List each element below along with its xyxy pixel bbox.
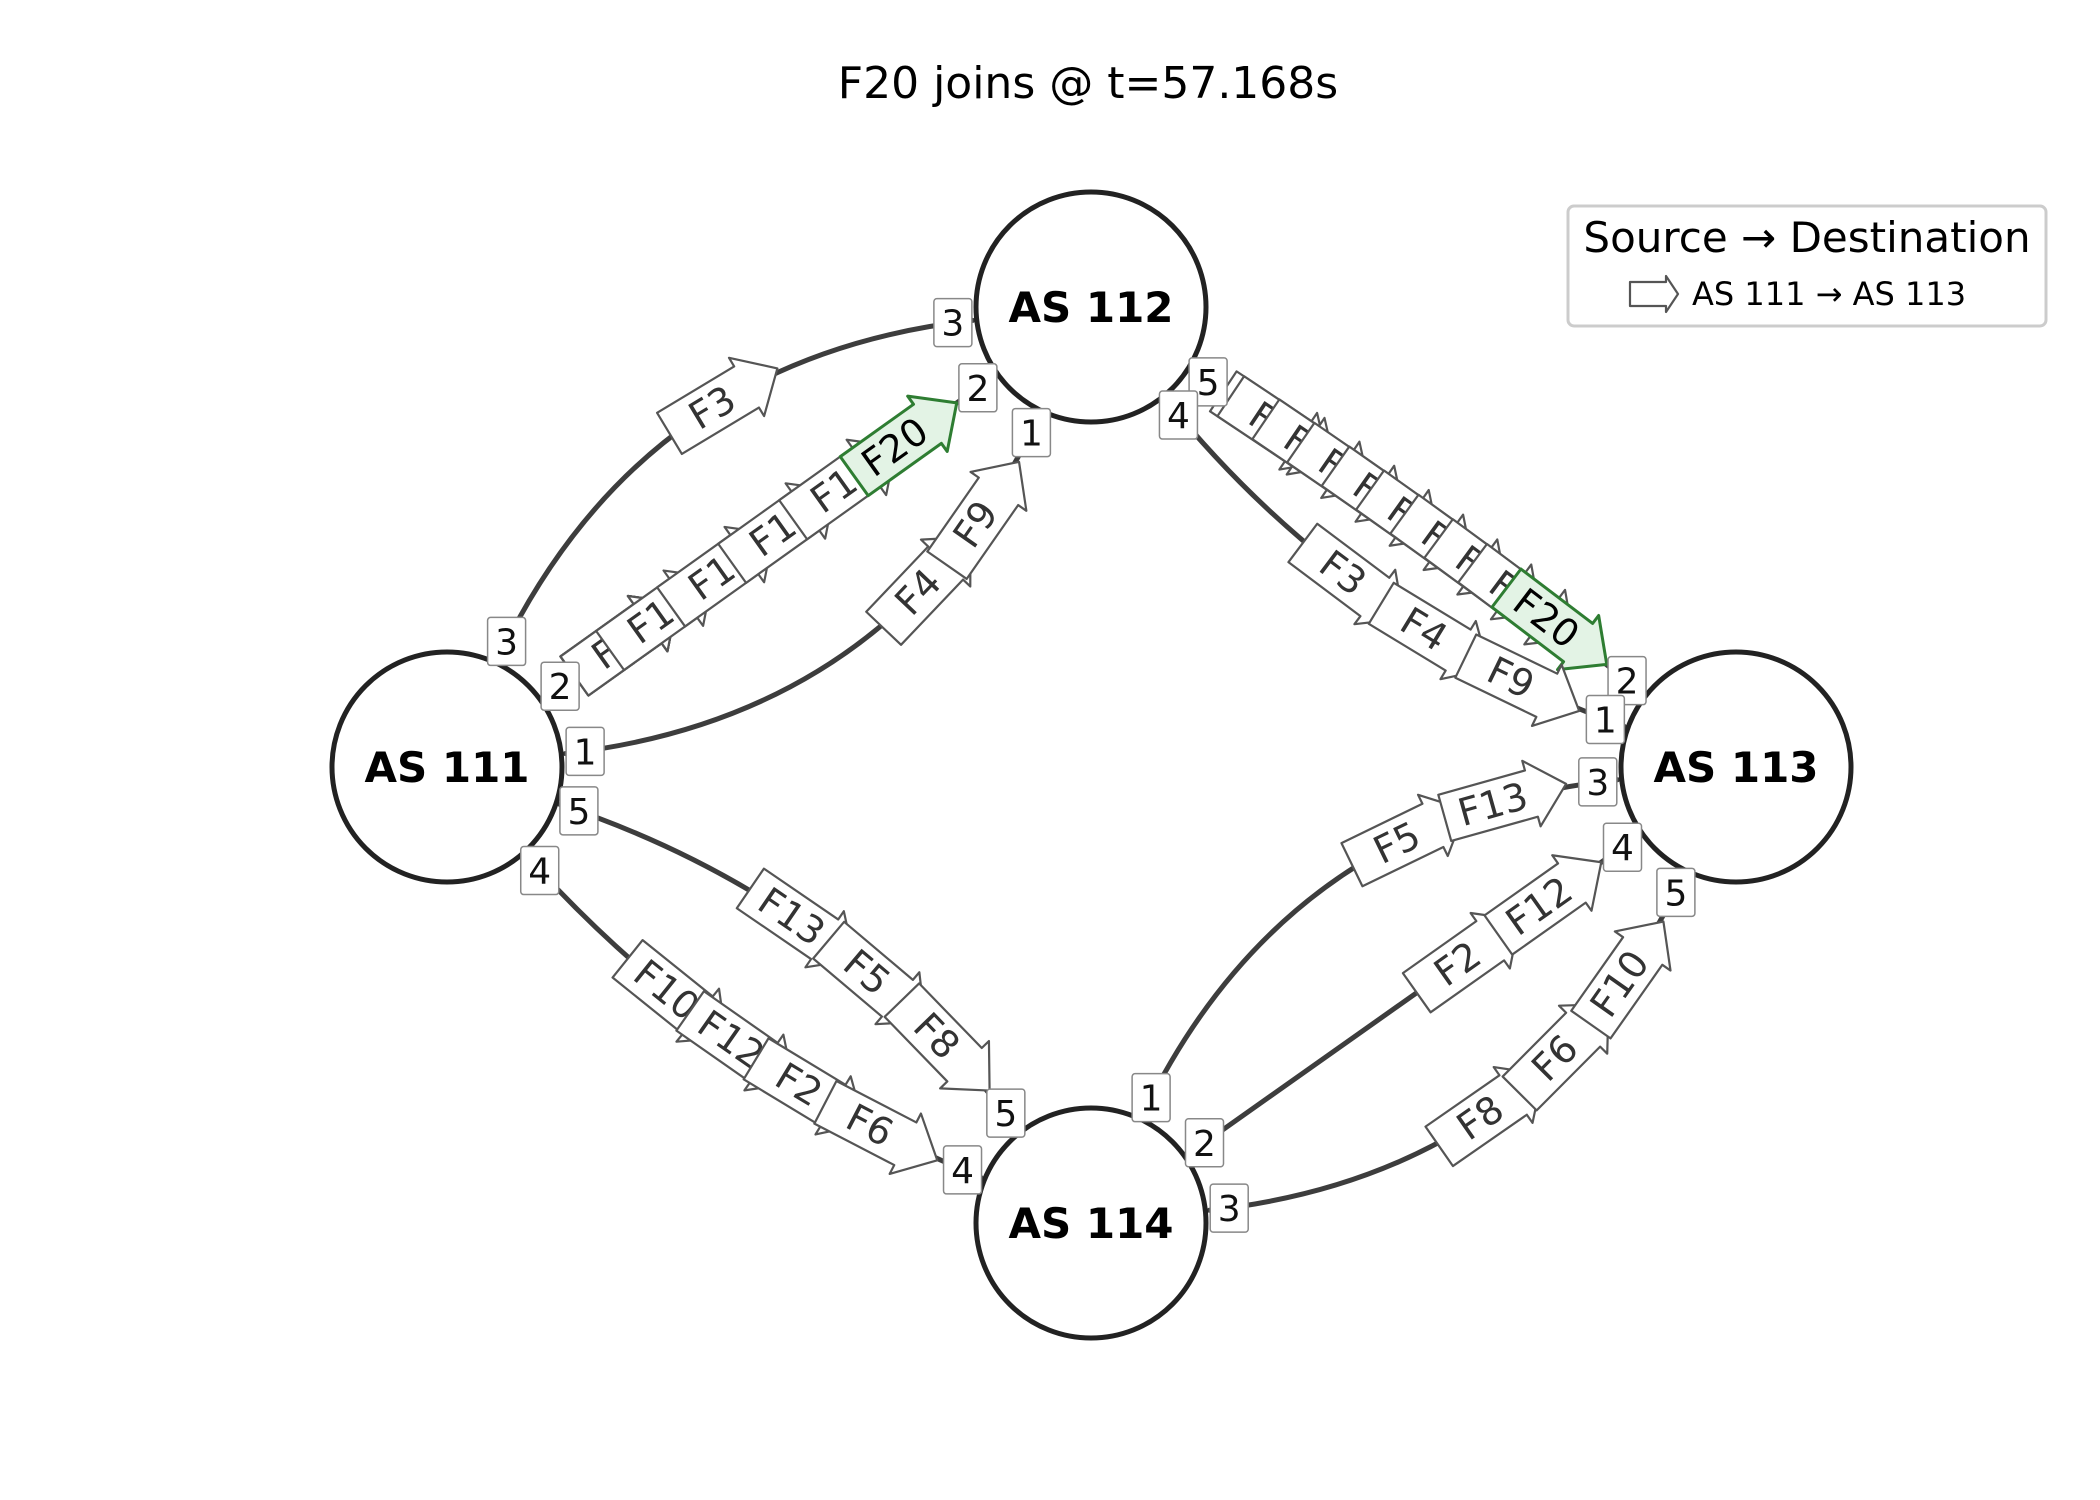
port-label: 4 (1611, 828, 1634, 869)
port-box (1607, 655, 1647, 706)
port-label: 2 (1193, 1124, 1216, 1165)
port-badge-n114-8: 2 (1184, 1118, 1225, 1168)
port-badge-n111-5: 5 (559, 786, 599, 836)
port-label: 1 (574, 732, 597, 773)
flow-shape (926, 460, 1028, 581)
flow-arrow-f13: F13 (1437, 759, 1568, 843)
port-box (942, 1145, 983, 1195)
node-label: AS 111 (364, 743, 529, 792)
flow-arrow-f12: F12 (1483, 854, 1603, 956)
port-box (933, 297, 973, 348)
port-label: 1 (1594, 701, 1617, 742)
port-badge-n114-7: 1 (1131, 1072, 1171, 1123)
port-box (986, 1088, 1026, 1138)
node-circle (329, 649, 565, 885)
port-label: 1 (1020, 414, 1043, 455)
port-box (565, 726, 605, 777)
port-box (1158, 390, 1199, 440)
node-as-111: AS 111 (329, 649, 565, 885)
port-box (1656, 867, 1696, 918)
port-box (1585, 694, 1626, 745)
flow-shape (1483, 854, 1603, 956)
port-label: 4 (1167, 396, 1190, 437)
port-badge-n112-1: 2 (958, 363, 998, 413)
port-badge-n112-2: 1 (1011, 407, 1052, 458)
port-label: 2 (549, 667, 572, 708)
legend-entry: AS 111 → AS 113 (1692, 275, 1966, 313)
port-badge-n114-9: 3 (1209, 1183, 1249, 1233)
port-label: 3 (1586, 763, 1609, 804)
port-box (1184, 1118, 1225, 1168)
port-badge-n112-4: 4 (1158, 390, 1199, 440)
diagram-title: F20 joins @ t=57.168s (838, 58, 1338, 109)
port-badge-n112-3: 5 (1188, 357, 1228, 407)
port-box (540, 661, 580, 711)
port-badge-n111-6: 4 (519, 845, 560, 896)
port-box (1188, 357, 1228, 407)
node-label: AS 113 (1653, 743, 1818, 792)
port-badge-n113-4: 1 (1585, 694, 1626, 745)
flow-shape (1490, 567, 1609, 672)
port-box (486, 616, 527, 667)
node-as-113: AS 113 (1618, 649, 1854, 885)
port-badge-n111-1: 2 (540, 661, 580, 711)
port-label: 3 (1218, 1189, 1241, 1230)
legend-title: Source → Destination (1583, 213, 2030, 262)
port-label: 5 (1664, 873, 1687, 914)
flow-shape (1437, 759, 1568, 843)
port-box (1578, 757, 1618, 807)
port-box (1131, 1072, 1171, 1123)
port-label: 2 (966, 369, 989, 410)
port-badge-n113-7: 3 (1578, 757, 1618, 807)
port-badge-n112-0: 3 (933, 297, 973, 348)
node-circle (1618, 649, 1854, 885)
legend: Source → Destination AS 111 → AS 113 (1566, 204, 2048, 328)
flow-arrow-f6: F6 (813, 1079, 939, 1176)
port-label: 4 (951, 1151, 974, 1192)
port-label: 5 (994, 1094, 1017, 1135)
flow-shape (813, 1079, 939, 1176)
node-circle (973, 189, 1209, 425)
port-badge-n111-2: 1 (565, 726, 605, 777)
port-label: 4 (528, 852, 551, 893)
port-box (559, 786, 599, 836)
node-label: AS 114 (1008, 1199, 1173, 1248)
port-badge-n111-0: 3 (486, 616, 527, 667)
port-badge-n114-6: 4 (942, 1145, 983, 1195)
flow-arrow-f13: F13 (735, 867, 856, 969)
flow-shape (1570, 920, 1672, 1040)
flow-shape (883, 982, 991, 1092)
flow-arrow-f3: F3 (655, 356, 779, 456)
port-badge-n114-5: 5 (986, 1088, 1026, 1138)
port-box (1011, 407, 1052, 458)
port-label: 1 (1140, 1079, 1163, 1120)
flow-shape (838, 394, 959, 498)
port-box (1209, 1183, 1249, 1233)
port-label: 3 (495, 622, 518, 663)
port-box (519, 845, 560, 896)
flows-layer: F3F1F1F1F1F1F1F1F1F1F20F4F9F1F1F1F1F1F1F… (559, 356, 1672, 1176)
port-box (1602, 822, 1643, 872)
nodes-layer: AS 111 AS 112 AS 113 AS 114 (329, 189, 1854, 1341)
flow-label: F13 (1453, 774, 1532, 835)
node-as-114: AS 114 (973, 1105, 1209, 1341)
flow-shape (655, 356, 779, 456)
node-label: AS 112 (1008, 283, 1173, 332)
port-label: 2 (1616, 662, 1639, 703)
port-label: 5 (567, 792, 590, 833)
port-label: 3 (941, 304, 964, 345)
flow-shape (1454, 633, 1581, 727)
port-box (958, 363, 998, 413)
node-as-112: AS 112 (973, 189, 1209, 425)
port-badge-n113-9: 5 (1656, 867, 1696, 918)
legend-flow-arrow-icon (1628, 274, 1680, 314)
port-label: 5 (1197, 363, 1220, 404)
legend-frame (1566, 204, 2048, 328)
node-circle (973, 1105, 1209, 1341)
port-badge-n113-3: 2 (1607, 655, 1647, 706)
port-badge-n113-8: 4 (1602, 822, 1643, 872)
